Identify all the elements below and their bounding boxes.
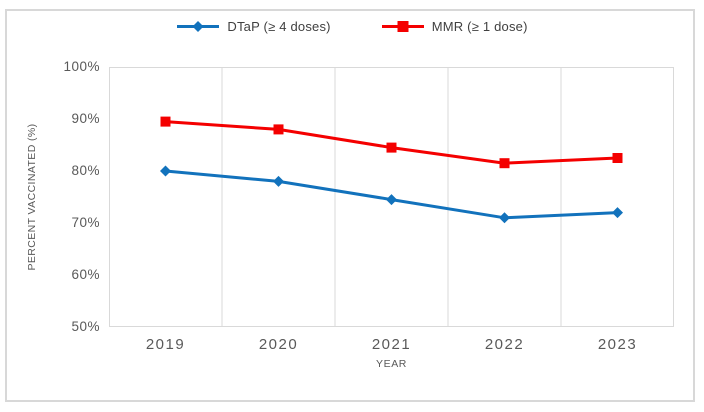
plot-border [109,67,674,327]
x-tick-label: 2022 [484,336,525,353]
mmr-marker-2023[interactable] [612,153,623,163]
x-tick-label: 2021 [371,336,412,353]
x-axis-title: YEAR [376,358,407,370]
dtap-marker-2023[interactable] [612,207,623,219]
legend-item-dtap[interactable]: DTaP (≥ 4 doses) [176,19,331,34]
chart-frame-border [5,9,695,402]
legend-item-mmr[interactable]: MMR (≥ 1 dose) [381,19,528,34]
y-tick-label: 50% [71,319,100,334]
legend-label-mmr: MMR (≥ 1 dose) [431,19,528,34]
x-tick-label: 2023 [597,336,638,353]
dtap-marker-2021[interactable] [386,194,397,206]
y-axis-tick-labels: 100% 90% 80% 70% 60% 50% [30,59,100,334]
y-tick-label: 70% [71,215,100,230]
dtap-marker-2022[interactable] [499,212,510,224]
x-tick-label: 2020 [258,336,299,353]
x-tick-label: 2019 [145,336,186,353]
mmr-line-square-icon [381,21,424,32]
mmr-marker-2022[interactable] [499,158,510,169]
y-tick-label: 80% [71,163,100,178]
y-tick-label: 90% [71,111,100,126]
mmr-marker-2020[interactable] [273,124,284,135]
dtap-line-diamond-icon [177,21,220,32]
x-axis-tick-labels: 2019 2020 2021 2022 2023 [109,336,674,356]
mmr-marker-2019[interactable] [160,116,171,127]
y-tick-label: 60% [71,267,100,282]
dtap-marker-2020[interactable] [273,175,284,187]
dtap-marker-2019[interactable] [160,165,171,177]
mmr-series-line[interactable] [165,120,618,165]
chart-legend: DTaP (≥ 4 doses) MMR (≥ 1 dose) [0,19,704,34]
legend-label-dtap: DTaP (≥ 4 doses) [227,19,331,34]
y-tick-label: 100% [63,59,100,74]
plot-area [109,67,674,327]
mmr-marker-2021[interactable] [386,142,397,153]
